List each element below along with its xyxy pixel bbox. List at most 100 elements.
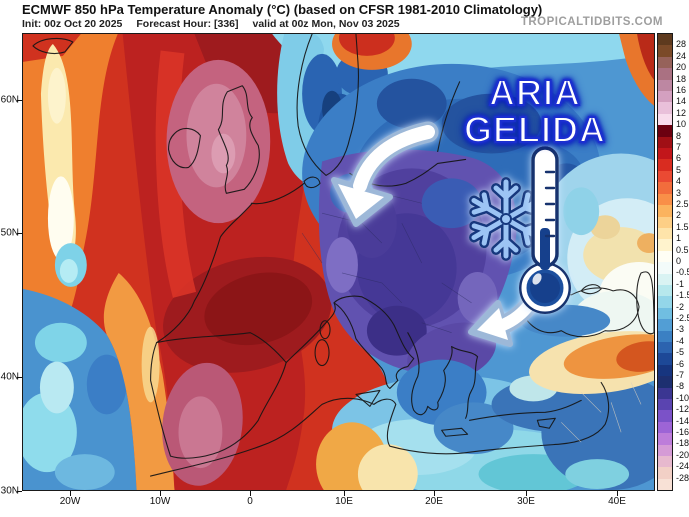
colorbar-segment (658, 170, 672, 183)
colorbar-segment (658, 148, 672, 160)
lon-tick-label: 10E (335, 496, 353, 507)
colorbar-segment (658, 444, 672, 457)
colorbar-tick-label: 4 (676, 176, 682, 187)
lon-tick-label: 30E (517, 496, 535, 507)
colorbar-tick-label: -28 (676, 472, 689, 483)
colorbar-tick-label: 5 (676, 164, 682, 175)
colorbar-tick-label: -5 (676, 347, 685, 358)
colorbar-tick-label: -8 (676, 381, 685, 392)
colorbar-segment (658, 182, 672, 194)
colorbar-tick-label: -24 (676, 461, 689, 472)
lon-tick-mark (617, 491, 618, 496)
lat-tick-label: 30N (0, 485, 19, 497)
lon-tick-label: 40E (608, 496, 626, 507)
colorbar-segment (658, 284, 672, 297)
colorbar-segment (658, 456, 672, 468)
lon-tick-label: 20W (59, 496, 81, 507)
colorbar-tick-label: 28 (676, 39, 687, 50)
colorbar-tick-label: 24 (676, 50, 687, 61)
colorbar-labels: 28242018161412108765432.521.510.50-0.5-1… (676, 33, 689, 491)
warm-region (23, 34, 332, 490)
colorbar-segment (658, 296, 672, 308)
colorbar-tick-label: 14 (676, 96, 687, 107)
colorbar-segment (658, 91, 672, 103)
colorbar-segment (658, 330, 672, 342)
colorbar-tick-label: -18 (676, 438, 689, 449)
colorbar-tick-label: -0.5 (676, 267, 689, 278)
lat-tick-mark (17, 491, 22, 492)
colorbar (657, 33, 673, 491)
lon-tick-label: 0 (247, 496, 253, 507)
lat-tick-label: 40N (0, 371, 19, 383)
country-borders-light (561, 382, 642, 443)
colorbar-segment (658, 353, 672, 365)
colorbar-tick-label: 1 (676, 233, 682, 244)
colorbar-segment (658, 205, 672, 217)
site-logo: TROPICALTIDBITS.COM (520, 16, 663, 28)
lat-tick-mark (17, 233, 22, 234)
lon-tick-mark (344, 491, 345, 496)
init-time: Init: 00z Oct 20 2025 (22, 18, 123, 30)
colorbar-tick-label: 10 (676, 119, 687, 130)
colorbar-tick-label: -1.5 (676, 290, 689, 301)
colorbar-tick-label: -7 (676, 370, 685, 380)
colorbar-segment (658, 239, 672, 251)
lon-tick-label: 10W (149, 496, 171, 507)
lon-tick-mark (70, 491, 71, 496)
run-info: Init: 00z Oct 20 2025 Forecast Hour: [336… (22, 18, 414, 30)
lat-tick-label: 50N (0, 227, 19, 239)
forecast-hour: Forecast Hour: [336] (136, 18, 239, 30)
colorbar-segment (658, 193, 672, 206)
lon-tick-mark (250, 491, 251, 496)
colorbar-segment (658, 273, 672, 285)
lon-tick-mark (160, 491, 161, 496)
colorbar-tick-label: -4 (676, 335, 685, 346)
colorbar-segment (658, 478, 672, 491)
colorbar-tick-label: 1.5 (676, 221, 689, 232)
colorbar-segment (658, 79, 672, 92)
colorbar-segment (658, 421, 672, 434)
colorbar-segment (658, 262, 672, 274)
colorbar-segment (658, 307, 672, 320)
colorbar-tick-label: -14 (676, 415, 689, 426)
colorbar-tick-label: 6 (676, 153, 682, 164)
colorbar-tick-label: -12 (676, 404, 689, 415)
lon-tick-mark (526, 491, 527, 496)
colorbar-tick-label: 16 (676, 85, 687, 95)
colorbar-tick-label: 2 (676, 210, 682, 221)
colorbar-tick-label: 20 (676, 62, 687, 73)
colorbar-segment (658, 34, 672, 46)
colorbar-segment (658, 250, 672, 263)
colorbar-tick-label: 8 (676, 130, 682, 141)
colorbar-segment (658, 399, 672, 411)
page-title: ECMWF 850 hPa Temperature Anomaly (°C) (… (22, 2, 543, 17)
lat-tick-label: 60N (0, 94, 19, 106)
colorbar-segment (658, 433, 672, 445)
lon-tick-label: 20E (425, 496, 443, 507)
valid-time: valid at 00z Mon, Nov 03 2025 (252, 18, 400, 30)
colorbar-segment (658, 45, 672, 57)
lat-tick-mark (17, 377, 22, 378)
colorbar-segment (658, 467, 672, 479)
colorbar-tick-label: -6 (676, 358, 685, 369)
lat-tick-mark (17, 100, 22, 101)
colorbar-segment (658, 56, 672, 69)
colorbar-tick-label: 2.5 (676, 199, 689, 209)
colorbar-segment (658, 364, 672, 377)
colorbar-segment (658, 102, 672, 114)
colorbar-tick-label: 7 (676, 142, 682, 152)
colorbar-tick-label: 18 (676, 73, 687, 84)
colorbar-tick-label: -10 (676, 392, 689, 403)
colorbar-segment (658, 68, 672, 80)
colorbar-segment (658, 376, 672, 388)
colorbar-segment (658, 159, 672, 171)
colorbar-tick-label: -2.5 (676, 313, 689, 323)
colorbar-tick-label: 0.5 (676, 244, 689, 255)
colorbar-segment (658, 216, 672, 228)
colorbar-tick-label: 12 (676, 107, 687, 118)
colorbar-tick-label: -20 (676, 449, 689, 460)
colorbar-tick-label: -3 (676, 324, 685, 335)
anomaly-field (23, 34, 654, 490)
lon-tick-mark (434, 491, 435, 496)
